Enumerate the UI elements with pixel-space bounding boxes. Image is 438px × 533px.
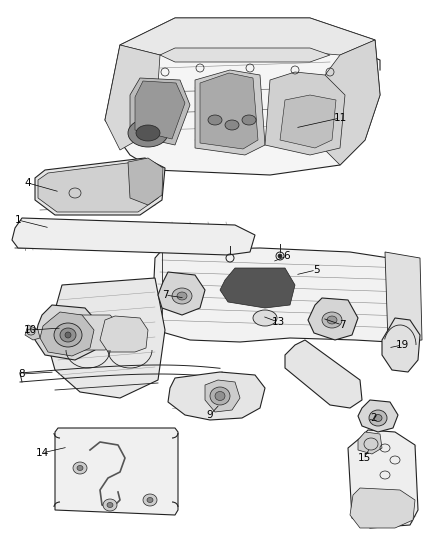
Polygon shape: [168, 372, 265, 420]
Polygon shape: [280, 95, 336, 148]
Ellipse shape: [147, 497, 153, 503]
Polygon shape: [348, 430, 418, 528]
Ellipse shape: [60, 328, 76, 342]
Text: 19: 19: [396, 340, 409, 350]
Text: 7: 7: [162, 290, 168, 300]
Polygon shape: [265, 72, 345, 155]
Polygon shape: [105, 45, 160, 150]
Ellipse shape: [253, 310, 277, 326]
Polygon shape: [100, 316, 148, 352]
Text: 14: 14: [35, 448, 49, 458]
Ellipse shape: [374, 415, 382, 422]
Ellipse shape: [322, 312, 342, 328]
Polygon shape: [40, 312, 94, 356]
Polygon shape: [25, 325, 40, 340]
Polygon shape: [205, 380, 240, 412]
Polygon shape: [128, 158, 163, 205]
Polygon shape: [382, 318, 420, 372]
Ellipse shape: [278, 254, 282, 258]
Ellipse shape: [215, 392, 225, 400]
Polygon shape: [130, 78, 190, 145]
Ellipse shape: [143, 494, 157, 506]
Ellipse shape: [208, 115, 222, 125]
Ellipse shape: [136, 125, 160, 141]
Text: 10: 10: [24, 325, 36, 335]
Ellipse shape: [327, 316, 337, 324]
Text: 9: 9: [207, 410, 213, 420]
Ellipse shape: [107, 503, 113, 507]
Ellipse shape: [73, 462, 87, 474]
Polygon shape: [320, 40, 380, 165]
Text: 4: 4: [25, 178, 31, 188]
Text: 6: 6: [284, 251, 290, 261]
Ellipse shape: [65, 332, 71, 338]
Ellipse shape: [177, 292, 187, 300]
Text: 1: 1: [15, 215, 21, 225]
Ellipse shape: [77, 465, 83, 471]
Polygon shape: [308, 298, 358, 340]
Polygon shape: [200, 73, 258, 149]
Polygon shape: [158, 272, 205, 315]
Text: 8: 8: [19, 369, 25, 379]
Polygon shape: [358, 400, 398, 432]
Ellipse shape: [225, 120, 239, 130]
Text: 7: 7: [339, 320, 345, 330]
Ellipse shape: [369, 410, 387, 426]
Polygon shape: [38, 161, 160, 212]
Polygon shape: [385, 252, 422, 342]
Polygon shape: [55, 428, 178, 515]
Polygon shape: [35, 305, 100, 360]
Ellipse shape: [103, 499, 117, 511]
Text: 11: 11: [333, 113, 346, 123]
Polygon shape: [285, 340, 362, 408]
Polygon shape: [220, 268, 295, 308]
Text: 15: 15: [357, 453, 371, 463]
Polygon shape: [12, 218, 255, 255]
Polygon shape: [152, 248, 418, 342]
Polygon shape: [350, 488, 415, 528]
Polygon shape: [135, 81, 185, 139]
Polygon shape: [105, 18, 380, 175]
Polygon shape: [358, 432, 382, 454]
Text: 2: 2: [371, 413, 377, 423]
Polygon shape: [120, 18, 375, 55]
Polygon shape: [195, 70, 265, 155]
Text: 13: 13: [272, 317, 285, 327]
Ellipse shape: [54, 323, 82, 347]
Ellipse shape: [172, 288, 192, 304]
Polygon shape: [48, 278, 165, 398]
Polygon shape: [35, 158, 165, 215]
Text: 5: 5: [313, 265, 319, 275]
Polygon shape: [65, 315, 120, 350]
Ellipse shape: [210, 387, 230, 405]
Ellipse shape: [242, 115, 256, 125]
Ellipse shape: [128, 119, 168, 147]
Polygon shape: [160, 48, 330, 62]
